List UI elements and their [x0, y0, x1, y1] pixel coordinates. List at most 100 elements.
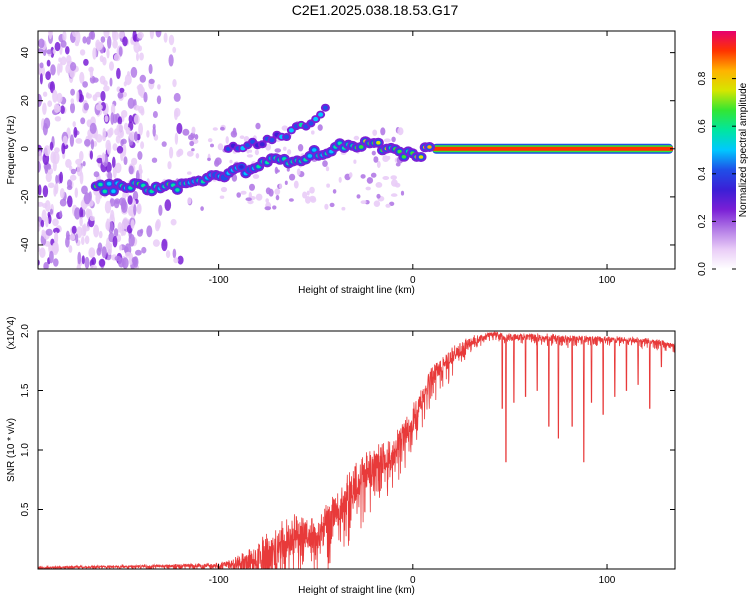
- noise-blob: [74, 207, 81, 220]
- noise-blob: [38, 38, 45, 49]
- heatmap-xtick-label: 100: [599, 275, 616, 286]
- branch-blob-core: [288, 128, 294, 133]
- noise-blob: [38, 48, 43, 54]
- noise-blob: [152, 239, 160, 247]
- noise-blob: [53, 241, 59, 254]
- noise-blob: [76, 263, 82, 269]
- faint-blob: [255, 122, 261, 130]
- noise-blob: [109, 198, 116, 207]
- faint-blob: [389, 201, 395, 206]
- noise-blob: [77, 251, 82, 265]
- faint-blob: [306, 190, 310, 196]
- noise-blob: [131, 157, 138, 166]
- branch-blob-core: [313, 116, 319, 122]
- noise-blob: [67, 195, 73, 208]
- faint-blob: [338, 176, 342, 183]
- noise-blob: [155, 219, 161, 229]
- noise-blob: [106, 218, 110, 231]
- noise-blob: [44, 241, 51, 247]
- noise-blob: [84, 139, 91, 147]
- ridge-blob-core: [359, 145, 364, 149]
- noise-blob: [112, 166, 117, 179]
- noise-blob: [118, 46, 123, 57]
- noise-blob: [138, 83, 144, 97]
- faint-blob: [212, 127, 218, 131]
- noise-blob: [123, 156, 128, 166]
- noise-blob: [76, 90, 80, 103]
- faint-blob: [324, 203, 329, 210]
- faint-blob: [187, 197, 192, 205]
- faint-blob: [356, 194, 361, 199]
- faint-blob: [177, 148, 184, 156]
- noise-blob: [65, 46, 70, 55]
- noise-blob: [53, 103, 61, 114]
- noise-blob: [173, 257, 179, 264]
- noise-blob: [125, 251, 132, 258]
- faint-blob: [332, 189, 337, 194]
- faint-blob: [239, 135, 245, 139]
- noise-blob: [119, 87, 125, 93]
- faint-blob: [376, 160, 381, 169]
- noise-blob: [121, 197, 127, 211]
- noise-blob: [92, 47, 97, 60]
- noise-blob: [130, 66, 138, 78]
- noise-blob: [140, 228, 144, 234]
- ridge-blob-core: [418, 155, 424, 159]
- noise-blob: [55, 174, 59, 184]
- noise-blob: [132, 31, 137, 42]
- noise-blob: [80, 117, 86, 125]
- noise-blob: [139, 74, 146, 83]
- noise-blob: [90, 139, 95, 150]
- noise-blob: [110, 104, 116, 115]
- noise-blob: [70, 102, 75, 114]
- noise-blob: [60, 56, 67, 66]
- noise-blob: [109, 77, 113, 87]
- faint-blob: [305, 196, 311, 204]
- noise-blob: [89, 215, 96, 222]
- noise-blob: [59, 198, 67, 207]
- noise-blob: [103, 80, 108, 87]
- noise-blob: [45, 71, 51, 81]
- faint-blob: [341, 206, 346, 211]
- noise-blob: [85, 93, 92, 99]
- faint-blob: [311, 130, 315, 135]
- noise-blob: [112, 143, 118, 151]
- noise-blob: [156, 95, 162, 105]
- heatmap-xlabel: Height of straight line (km): [298, 285, 415, 296]
- noise-blob: [54, 116, 62, 122]
- noise-blob: [157, 84, 161, 90]
- noise-blob: [103, 85, 110, 92]
- noise-blob: [54, 231, 59, 245]
- noise-blob: [39, 247, 46, 258]
- noise-blob: [45, 228, 53, 236]
- noise-blob: [98, 230, 103, 239]
- noise-blob: [47, 163, 52, 170]
- noise-blob: [143, 91, 148, 103]
- faint-blob: [293, 180, 299, 189]
- noise-blob: [102, 56, 107, 66]
- noise-blob: [79, 207, 84, 219]
- noise-blob: [95, 192, 101, 205]
- noise-blob: [66, 185, 73, 191]
- faint-blob: [207, 157, 211, 161]
- noise-blob: [56, 92, 63, 104]
- ridge-blob-core: [307, 154, 313, 158]
- faint-blob: [225, 136, 229, 144]
- snr-multiplier: (x10^4): [6, 316, 17, 349]
- faint-blob: [326, 183, 330, 188]
- noise-blob: [38, 160, 41, 173]
- ridge-blob-core: [239, 165, 244, 169]
- noise-blob: [116, 145, 124, 154]
- noise-blob: [95, 134, 103, 143]
- heatmap-ytick-label: -40: [20, 237, 31, 252]
- faint-blob: [373, 156, 379, 163]
- noise-blob: [170, 218, 177, 226]
- noise-blob: [128, 165, 134, 175]
- noise-blob: [46, 49, 52, 55]
- noise-blob: [113, 228, 119, 237]
- faint-blob: [288, 198, 294, 202]
- noise-blob: [136, 52, 139, 62]
- faint-blob: [232, 127, 237, 136]
- ridge-blob-core: [175, 188, 180, 192]
- noise-blob: [107, 171, 113, 181]
